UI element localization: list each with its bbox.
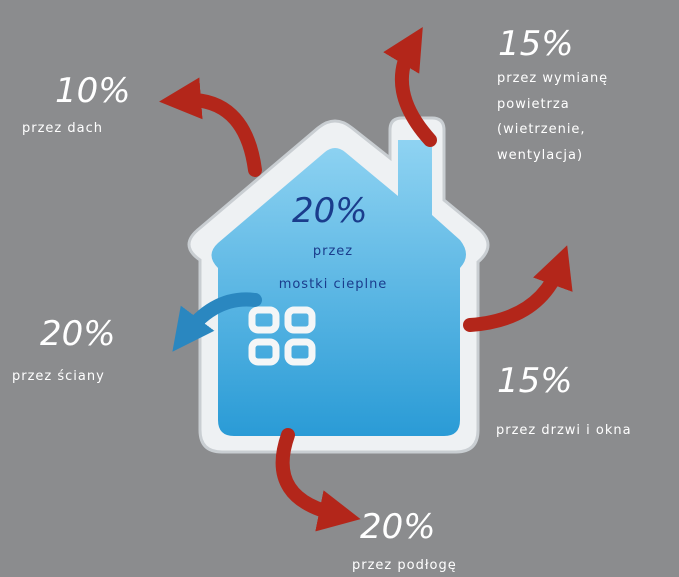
label: przez drzwi i okna	[496, 423, 632, 438]
label: (wietrzenie,	[497, 122, 586, 137]
label: przez wymianę	[497, 71, 608, 86]
percent: 15%	[498, 24, 574, 64]
heat-arrows	[159, 26, 573, 532]
label: przez ściany	[12, 369, 105, 384]
label: przez podłogę	[352, 558, 457, 573]
window	[248, 306, 316, 366]
percent: 15%	[497, 361, 573, 401]
label: wentylacja)	[497, 148, 583, 163]
percent: 20%	[40, 314, 116, 354]
percent: 10%	[55, 71, 131, 111]
label: przez	[313, 244, 353, 259]
label: mostki cieplne	[279, 277, 388, 292]
label: przez dach	[22, 121, 103, 136]
percent: 20%	[292, 191, 368, 231]
bridge-arrow	[172, 292, 262, 352]
percent: 20%	[360, 507, 436, 547]
label: powietrza	[497, 97, 570, 112]
